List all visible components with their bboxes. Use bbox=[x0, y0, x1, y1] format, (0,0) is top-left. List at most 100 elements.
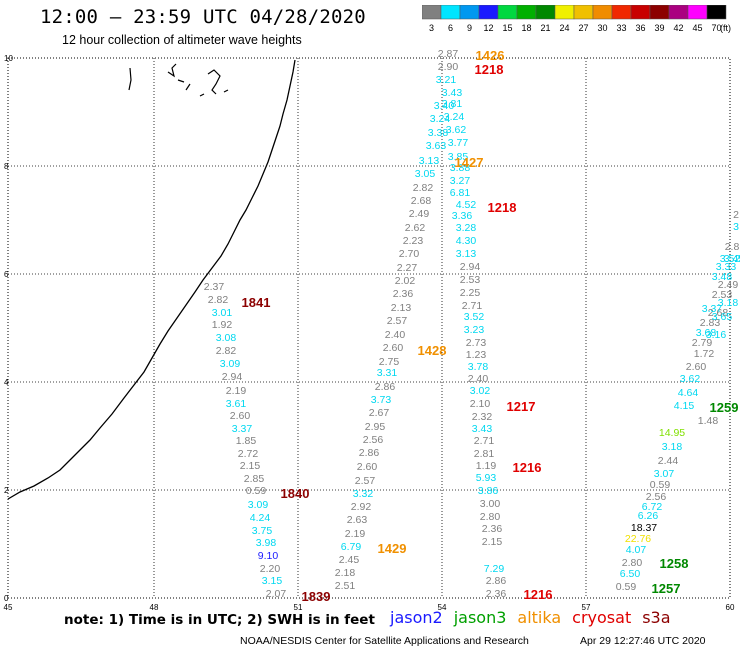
wave-value: 2.60 bbox=[686, 361, 707, 373]
satellite-jason3: jason3 bbox=[453, 608, 507, 627]
wave-value: 2.23 bbox=[403, 235, 424, 247]
wave-value: 2.92 bbox=[351, 501, 372, 513]
satellite-jason2: jason2 bbox=[390, 608, 443, 627]
wave-value: 2.44 bbox=[658, 455, 679, 467]
pass-time-label: 1218 bbox=[488, 200, 517, 215]
wave-value: 3.24 bbox=[444, 111, 465, 123]
wave-value: 2.60 bbox=[357, 461, 378, 473]
wave-value: 3.62 bbox=[680, 373, 701, 385]
wave-value: 2.19 bbox=[226, 385, 247, 397]
wave-value: 2.80 bbox=[622, 557, 643, 569]
wave-value: 2.36 bbox=[482, 523, 503, 535]
island bbox=[185, 83, 191, 91]
wave-value: 3.52 bbox=[720, 253, 740, 265]
wave-value: 2.32 bbox=[472, 411, 493, 423]
wave-value: 6.81 bbox=[450, 187, 471, 199]
wave-value: 2.87 bbox=[438, 48, 459, 60]
wave-value: 14.95 bbox=[659, 427, 685, 439]
wave-value: 18.37 bbox=[631, 522, 657, 534]
legend-label: 18 bbox=[521, 23, 531, 33]
wave-value: 2.86 bbox=[486, 575, 507, 587]
pass-time-label: 1217 bbox=[507, 399, 536, 414]
pass-time-label: 1259 bbox=[710, 400, 739, 415]
wave-value: 3.08 bbox=[216, 332, 237, 344]
wave-value: 4.15 bbox=[674, 400, 695, 412]
wave-value: 2.80 bbox=[480, 511, 501, 523]
wave-value: 2.95 bbox=[365, 421, 386, 433]
x-tick-label: 57 bbox=[582, 603, 591, 610]
wave-value: 1.92 bbox=[212, 319, 233, 331]
wave-value: 2.53 bbox=[712, 289, 733, 301]
wave-value: 2.94 bbox=[222, 371, 243, 383]
wave-value: 5.93 bbox=[476, 472, 497, 484]
wave-value: 2.90 bbox=[438, 61, 459, 73]
wave-value: 3.18 bbox=[662, 441, 683, 453]
wave-value: 3.38 bbox=[428, 127, 449, 139]
wave-value: 2.56 bbox=[646, 491, 667, 503]
wave-value: 3.15 bbox=[262, 575, 283, 587]
satellite-key: jason2 jason3 altika cryosat s3a bbox=[390, 608, 682, 627]
wave-value: 2.15 bbox=[482, 536, 503, 548]
wave-value: 1.48 bbox=[698, 415, 719, 427]
wave-value: 2.40 bbox=[385, 329, 406, 341]
wave-value: 7.29 bbox=[484, 563, 505, 575]
wave-value: 1.85 bbox=[236, 435, 257, 447]
page-title: 12:00 – 23:59 UTC 04/28/2020 bbox=[40, 6, 366, 28]
wave-value: 2.71 bbox=[474, 435, 495, 447]
wave-value: 3.45 bbox=[724, 253, 740, 265]
wave-value: 3.98 bbox=[256, 537, 277, 549]
wave-value: 2.49 bbox=[409, 208, 430, 220]
wave-value: 2.83 bbox=[700, 317, 721, 329]
x-tick-label: 54 bbox=[438, 603, 447, 610]
legend-label: 30 bbox=[597, 23, 607, 33]
legend-label: 6 bbox=[448, 23, 453, 33]
wave-value: 3.13 bbox=[456, 248, 477, 260]
wave-value: 22.76 bbox=[625, 533, 651, 545]
pass-time-label: 1839 bbox=[302, 589, 331, 604]
wave-value: 3.61 bbox=[226, 398, 247, 410]
wave-value: 6.79 bbox=[341, 541, 362, 553]
wave-value: 3.27 bbox=[450, 175, 471, 187]
wave-value: 2.56 bbox=[363, 434, 384, 446]
island bbox=[177, 79, 185, 83]
island bbox=[223, 89, 229, 93]
wave-value: 3.32 bbox=[353, 488, 374, 500]
wave-value: 2.20 bbox=[260, 563, 281, 575]
wave-value: 3.07 bbox=[654, 468, 675, 480]
legend-label: 15 bbox=[502, 23, 512, 33]
wave-value: 2.86 bbox=[359, 447, 380, 459]
wave-value: 2.68 bbox=[411, 195, 432, 207]
wave-value: 2.40 bbox=[468, 373, 489, 385]
x-tick-label: 48 bbox=[150, 603, 159, 610]
y-tick-label: 4 bbox=[4, 378, 9, 387]
pass-time-label: 1218 bbox=[475, 62, 504, 77]
legend-label: 39 bbox=[654, 23, 664, 33]
wave-value: 2.8 bbox=[725, 241, 740, 253]
x-tick-label: 60 bbox=[726, 603, 735, 610]
wave-value: 2.82 bbox=[413, 182, 434, 194]
wave-value: 0.59 bbox=[246, 485, 267, 497]
wave-value: 4.24 bbox=[250, 512, 271, 524]
x-tick-label: 51 bbox=[294, 603, 303, 610]
wave-value: 2.10 bbox=[470, 398, 491, 410]
wave-value: 3.37 bbox=[232, 423, 253, 435]
wave-value: 3.13 bbox=[419, 155, 440, 167]
x-tick-label: 45 bbox=[4, 603, 13, 610]
island bbox=[167, 63, 177, 78]
island bbox=[207, 69, 221, 95]
wave-value: 2.57 bbox=[355, 475, 376, 487]
wave-value: 2.27 bbox=[397, 262, 418, 274]
wave-value: 3.77 bbox=[448, 137, 469, 149]
wave-value: 3.40 bbox=[434, 100, 455, 112]
wave-value: 3.00 bbox=[480, 498, 501, 510]
satellite-s3a: s3a bbox=[642, 608, 671, 627]
wave-value: 3.23 bbox=[464, 324, 485, 336]
wave-value: 2.18 bbox=[335, 567, 356, 579]
generated-timestamp: Apr 29 12:27:46 UTC 2020 bbox=[580, 635, 706, 647]
pass-time-label: 1258 bbox=[660, 556, 689, 571]
legend-label: 9 bbox=[467, 23, 472, 33]
wave-value: 3.09 bbox=[248, 499, 269, 511]
wave-value: 3.73 bbox=[371, 394, 392, 406]
wave-readings: 2.372.823.011.923.082.823.092.942.193.61… bbox=[204, 48, 740, 600]
